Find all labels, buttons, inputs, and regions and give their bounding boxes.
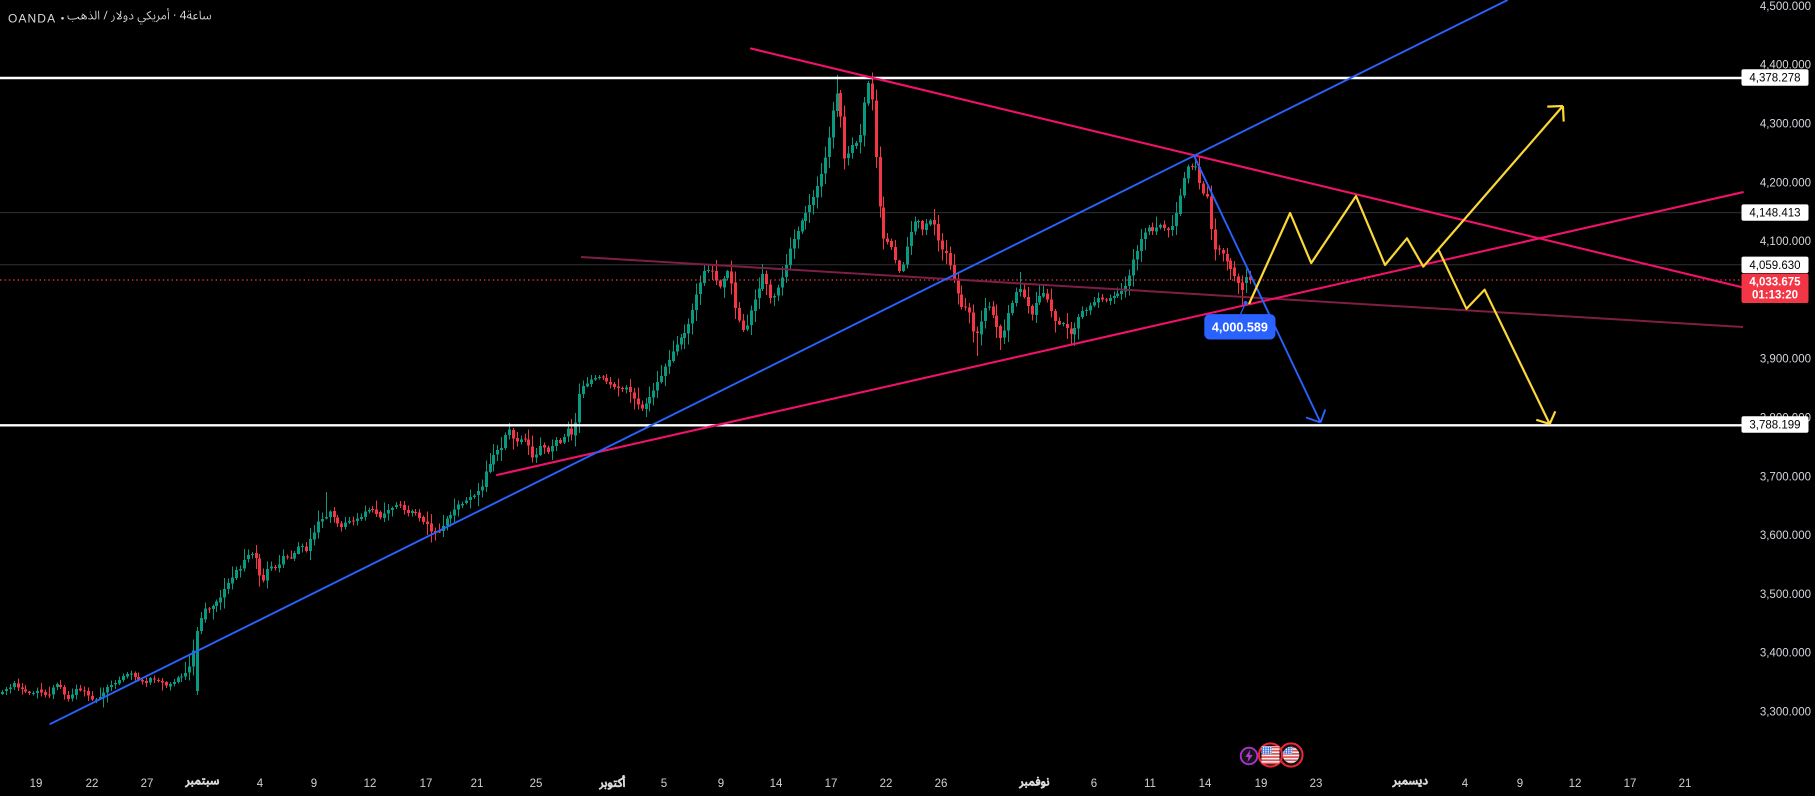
svg-text:25: 25 — [530, 778, 543, 790]
svg-text:3,300.000: 3,300.000 — [1760, 707, 1811, 719]
svg-text:OANDA: OANDA — [8, 11, 56, 25]
svg-text:5: 5 — [661, 778, 667, 790]
svg-text:4,033.675: 4,033.675 — [1749, 277, 1801, 289]
svg-text:11: 11 — [1144, 778, 1156, 790]
svg-text:4,200.000: 4,200.000 — [1760, 177, 1811, 189]
svg-text:3,600.000: 3,600.000 — [1760, 530, 1811, 542]
svg-text:14: 14 — [770, 778, 783, 790]
svg-text:19: 19 — [1255, 778, 1268, 790]
svg-text:21: 21 — [1679, 778, 1692, 790]
svg-text:4,400.000: 4,400.000 — [1760, 60, 1811, 72]
svg-text:12: 12 — [1569, 778, 1582, 790]
svg-text:17: 17 — [825, 778, 838, 790]
svg-text:14: 14 — [1199, 778, 1212, 790]
svg-text:9: 9 — [311, 778, 317, 790]
svg-text:4,059.630: 4,059.630 — [1749, 260, 1800, 272]
svg-text:4,000.589: 4,000.589 — [1212, 321, 1268, 335]
svg-text:6: 6 — [1091, 778, 1097, 790]
svg-text:3,788.199: 3,788.199 — [1749, 420, 1800, 432]
svg-text:17: 17 — [1624, 778, 1637, 790]
svg-text:3,400.000: 3,400.000 — [1760, 648, 1811, 660]
svg-text:22: 22 — [86, 778, 99, 790]
svg-text:23: 23 — [1310, 778, 1323, 790]
svg-text:4,148.413: 4,148.413 — [1749, 208, 1800, 220]
svg-text:22: 22 — [880, 778, 893, 790]
svg-text:4: 4 — [257, 778, 264, 790]
svg-text:21: 21 — [471, 778, 484, 790]
svg-text:27: 27 — [141, 778, 154, 790]
svg-text:01:13:20: 01:13:20 — [1752, 290, 1798, 302]
svg-text:4,378.278: 4,378.278 — [1749, 73, 1800, 85]
svg-text:9: 9 — [1517, 778, 1523, 790]
svg-text:12: 12 — [364, 778, 377, 790]
svg-text:4,500.000: 4,500.000 — [1760, 1, 1811, 13]
svg-text:17: 17 — [420, 778, 433, 790]
svg-text:4: 4 — [1462, 778, 1469, 790]
svg-text:19: 19 — [30, 778, 43, 790]
svg-text:9: 9 — [718, 778, 724, 790]
svg-text:4,100.000: 4,100.000 — [1760, 236, 1811, 248]
svg-text:26: 26 — [935, 778, 948, 790]
svg-text:3,900.000: 3,900.000 — [1760, 354, 1811, 366]
svg-text:3,500.000: 3,500.000 — [1760, 589, 1811, 601]
svg-text:3,700.000: 3,700.000 — [1760, 471, 1811, 483]
svg-text:4,300.000: 4,300.000 — [1760, 119, 1811, 131]
